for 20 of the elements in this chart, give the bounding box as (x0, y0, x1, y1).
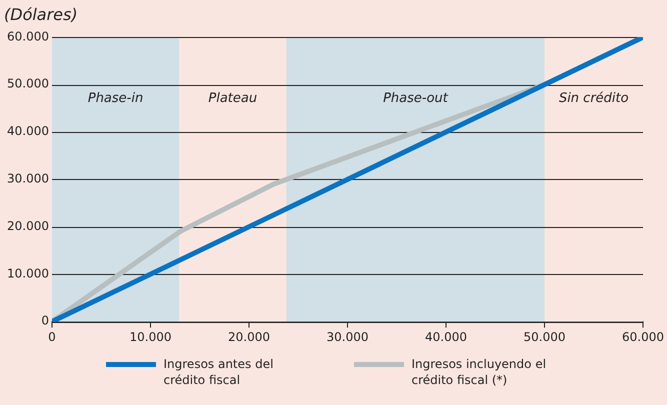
y-tick-label: 10.000 (6, 266, 49, 280)
y-tick-label: 0 (41, 314, 49, 328)
y-tick-label: 40.000 (6, 124, 49, 138)
band-label: Phase-in (88, 90, 144, 106)
x-tick-label: 10.000 (129, 330, 172, 344)
chart-title: (Dólares) (4, 4, 78, 24)
legend-label: Ingresos incluyendo el crédito fiscal (*) (412, 356, 548, 388)
x-tick-label: 60.000 (622, 330, 664, 344)
x-tick-label: 40.000 (425, 330, 467, 344)
band-label: Phase-out (383, 90, 449, 106)
x-tick-label: 20.000 (228, 330, 270, 344)
y-tick-label: 30.000 (6, 172, 49, 186)
band-label: Sin crédito (558, 90, 629, 106)
y-tick-label: 60.000 (6, 29, 49, 44)
y-tick-label: 20.000 (6, 218, 49, 233)
x-tick-label: 50.000 (524, 330, 566, 344)
band-label: Plateau (208, 90, 258, 106)
y-tick-label: 50.000 (6, 76, 49, 91)
x-tick-label: 30.000 (326, 330, 368, 344)
legend-label: Ingresos antes del crédito fiscal (164, 356, 274, 388)
